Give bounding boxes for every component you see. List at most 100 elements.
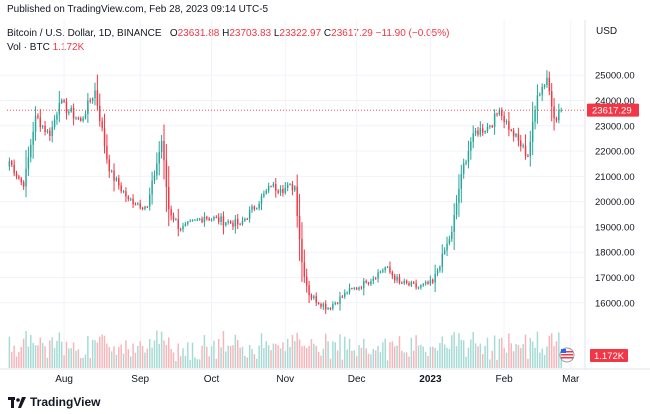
- volume-bar: [486, 337, 489, 368]
- candle-body: [322, 303, 325, 307]
- volume-bar: [308, 345, 310, 368]
- y-tick-label: 23000.00: [595, 121, 635, 132]
- candle-body: [103, 127, 106, 146]
- candle-body: [160, 140, 163, 152]
- volume-bar: [263, 348, 265, 368]
- volume-bar: [151, 347, 153, 368]
- candle-body: [113, 170, 115, 181]
- candle-body: [501, 110, 503, 116]
- volume-bar: [417, 345, 420, 368]
- candle-body: [11, 161, 13, 165]
- volume-bar: [503, 347, 505, 368]
- candle-body: [377, 272, 379, 279]
- candle-body: [446, 243, 448, 251]
- candle-body: [517, 133, 520, 141]
- candle-body: [543, 84, 546, 87]
- volume-bar: [448, 349, 451, 368]
- candle-body: [82, 117, 84, 121]
- candle-body: [393, 275, 396, 281]
- volume-bar: [203, 335, 206, 368]
- candle-body: [303, 262, 306, 277]
- volume-bar: [334, 342, 336, 368]
- volume-bar: [427, 356, 429, 368]
- candle-body: [206, 216, 208, 219]
- volume-bar: [113, 346, 115, 368]
- y-tick-label: 24000.00: [595, 96, 635, 107]
- candle-body: [134, 204, 137, 206]
- candle-body: [417, 287, 420, 289]
- flag-icon[interactable]: [559, 347, 575, 363]
- price-axis[interactable]: 25000.00 24000.00 23000.00 22000.00 21000.00…: [595, 71, 635, 310]
- last-price-tag: 23617.29: [587, 103, 639, 117]
- candle-body: [422, 283, 424, 286]
- volume-bar: [512, 351, 515, 368]
- candle-body: [389, 266, 391, 273]
- candle-body: [315, 296, 317, 303]
- volume-bar: [279, 348, 282, 368]
- candle-body: [441, 253, 444, 267]
- candle-body: [70, 107, 72, 112]
- x-tick-label: Aug: [55, 374, 73, 385]
- candle-body: [410, 282, 413, 286]
- volume-bar: [441, 336, 444, 368]
- candle-body: [329, 307, 332, 309]
- volume-bar: [294, 341, 296, 368]
- volume-bar: [436, 350, 439, 368]
- candle-body: [462, 163, 465, 174]
- low-value: 23322.97: [279, 28, 322, 39]
- candle-body: [79, 118, 82, 121]
- volume-bar: [322, 348, 325, 368]
- candle-body: [427, 281, 429, 284]
- candle-body: [344, 292, 346, 297]
- volume-bar: [434, 347, 436, 368]
- volume-bar: [470, 339, 472, 368]
- candle-body: [32, 131, 34, 145]
- candle-body: [272, 184, 275, 187]
- candle-body: [486, 126, 489, 132]
- symbol-legend: Bitcoin / U.S. Dollar, 1D, BINANCE O2363…: [7, 28, 449, 39]
- volume-bar: [360, 347, 363, 368]
- volume-bar: [103, 335, 106, 368]
- time-axis[interactable]: Aug Sep Oct Nov Dec 2023 Feb Mar: [55, 374, 580, 385]
- volume-bar: [389, 342, 391, 368]
- candle-body: [18, 176, 20, 179]
- volume-bar: [241, 346, 244, 368]
- x-tick-label: Dec: [348, 374, 366, 385]
- volume-bar: [420, 344, 422, 368]
- volume-bar: [550, 333, 553, 368]
- candle-body: [339, 296, 341, 304]
- candle-body: [270, 186, 272, 188]
- candle-body: [341, 296, 344, 298]
- y-tick-label: 21000.00: [595, 172, 635, 183]
- volume-bar: [327, 341, 329, 368]
- volume-bar: [175, 361, 177, 368]
- volume-bar: [310, 338, 313, 368]
- candle-body: [355, 287, 358, 290]
- published-header: Published on TradingView.com, Feb 28, 20…: [7, 4, 269, 15]
- volume-bar: [8, 336, 11, 368]
- volume-bar: [374, 350, 377, 368]
- volume-bar: [84, 354, 87, 368]
- candle-body: [310, 295, 313, 299]
- volume-bar: [206, 346, 208, 368]
- volume-bar: [413, 350, 415, 368]
- candle-body: [217, 217, 220, 222]
- volume-bars: [8, 330, 562, 368]
- candle-body: [282, 189, 284, 194]
- tradingview-footer[interactable]: TradingView: [8, 395, 100, 409]
- high-value: 23703.83: [229, 28, 272, 39]
- candle-body: [415, 283, 417, 288]
- candle-body: [374, 278, 377, 280]
- candle-body: [168, 186, 170, 210]
- candle-body: [539, 94, 541, 96]
- volume-bar: [144, 352, 146, 368]
- candle-body: [527, 155, 529, 157]
- volume-bar: [39, 337, 42, 368]
- candle-body: [277, 190, 279, 193]
- volume-bar: [44, 346, 46, 368]
- candle-body: [372, 278, 375, 282]
- volume-bar: [146, 348, 149, 368]
- volume-bar: [251, 349, 253, 368]
- volume-bar: [520, 348, 522, 368]
